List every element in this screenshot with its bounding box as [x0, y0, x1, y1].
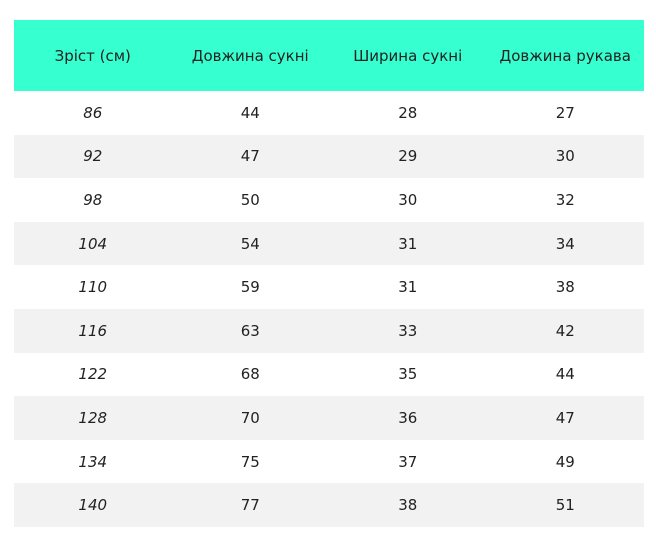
cell-dress-width: 28: [398, 103, 418, 122]
cell-height: 86: [83, 103, 103, 122]
table-row: 140 77 38 51: [14, 483, 644, 527]
table-row: 86 44 28 27: [14, 91, 644, 135]
cell-dress-length: 50: [240, 190, 260, 209]
cell-sleeve-length: 49: [555, 452, 575, 471]
cell-sleeve-length: 30: [486, 134, 644, 179]
cell-dress-width: 37: [398, 452, 418, 471]
cell-dress-width: 36: [329, 396, 487, 440]
header-dress-width: Ширина сукні: [329, 20, 487, 91]
cell-dress-length: 77: [171, 483, 329, 527]
header-dress-length: Довжина сукні: [171, 20, 329, 91]
cell-dress-width: 31: [329, 221, 487, 266]
cell-sleeve-length: 51: [486, 483, 644, 527]
table-row: 122 68 35 44: [14, 353, 644, 397]
cell-height: 116: [14, 308, 172, 353]
table-row: 116 63 33 42: [14, 308, 644, 353]
cell-height: 104: [14, 221, 172, 266]
table-row: 104 54 31 34: [14, 221, 644, 266]
cell-dress-length: 59: [240, 278, 260, 297]
header-sleeve-length: Довжина рукава: [486, 20, 644, 91]
table-row: 128 70 36 47: [14, 396, 644, 440]
cell-dress-length: 44: [240, 103, 260, 122]
cell-dress-width: 31: [398, 278, 418, 297]
table-row: 134 75 37 49: [14, 440, 644, 484]
cell-dress-length: 68: [240, 365, 260, 384]
size-table: Зріст (см) Довжина сукні Ширина сукні До…: [14, 20, 644, 527]
cell-height: 98: [83, 190, 103, 209]
cell-height: 92: [14, 134, 172, 179]
cell-height: 140: [14, 483, 172, 527]
cell-dress-width: 35: [398, 365, 418, 384]
cell-dress-width: 30: [398, 190, 418, 209]
cell-dress-width: 33: [329, 308, 487, 353]
cell-dress-width: 29: [329, 134, 487, 179]
header-height: Зріст (см): [14, 20, 172, 91]
cell-dress-length: 54: [171, 221, 329, 266]
cell-sleeve-length: 38: [555, 278, 575, 297]
cell-sleeve-length: 27: [555, 103, 575, 122]
cell-dress-width: 38: [329, 483, 487, 527]
cell-height: 134: [78, 452, 108, 471]
cell-height: 110: [78, 278, 108, 297]
cell-dress-length: 75: [240, 452, 260, 471]
table-row: 98 50 30 32: [14, 178, 644, 222]
cell-height: 122: [78, 365, 108, 384]
cell-sleeve-length: 34: [486, 221, 644, 266]
cell-sleeve-length: 32: [555, 190, 575, 209]
cell-dress-length: 47: [171, 134, 329, 179]
cell-dress-length: 70: [171, 396, 329, 440]
table-row: 92 47 29 30: [14, 134, 644, 179]
header-row: Зріст (см) Довжина сукні Ширина сукні До…: [14, 20, 644, 91]
table-row: 110 59 31 38: [14, 265, 644, 309]
cell-sleeve-length: 44: [555, 365, 575, 384]
cell-sleeve-length: 42: [486, 308, 644, 353]
cell-dress-length: 63: [171, 308, 329, 353]
cell-sleeve-length: 47: [486, 396, 644, 440]
cell-height: 128: [14, 396, 172, 440]
